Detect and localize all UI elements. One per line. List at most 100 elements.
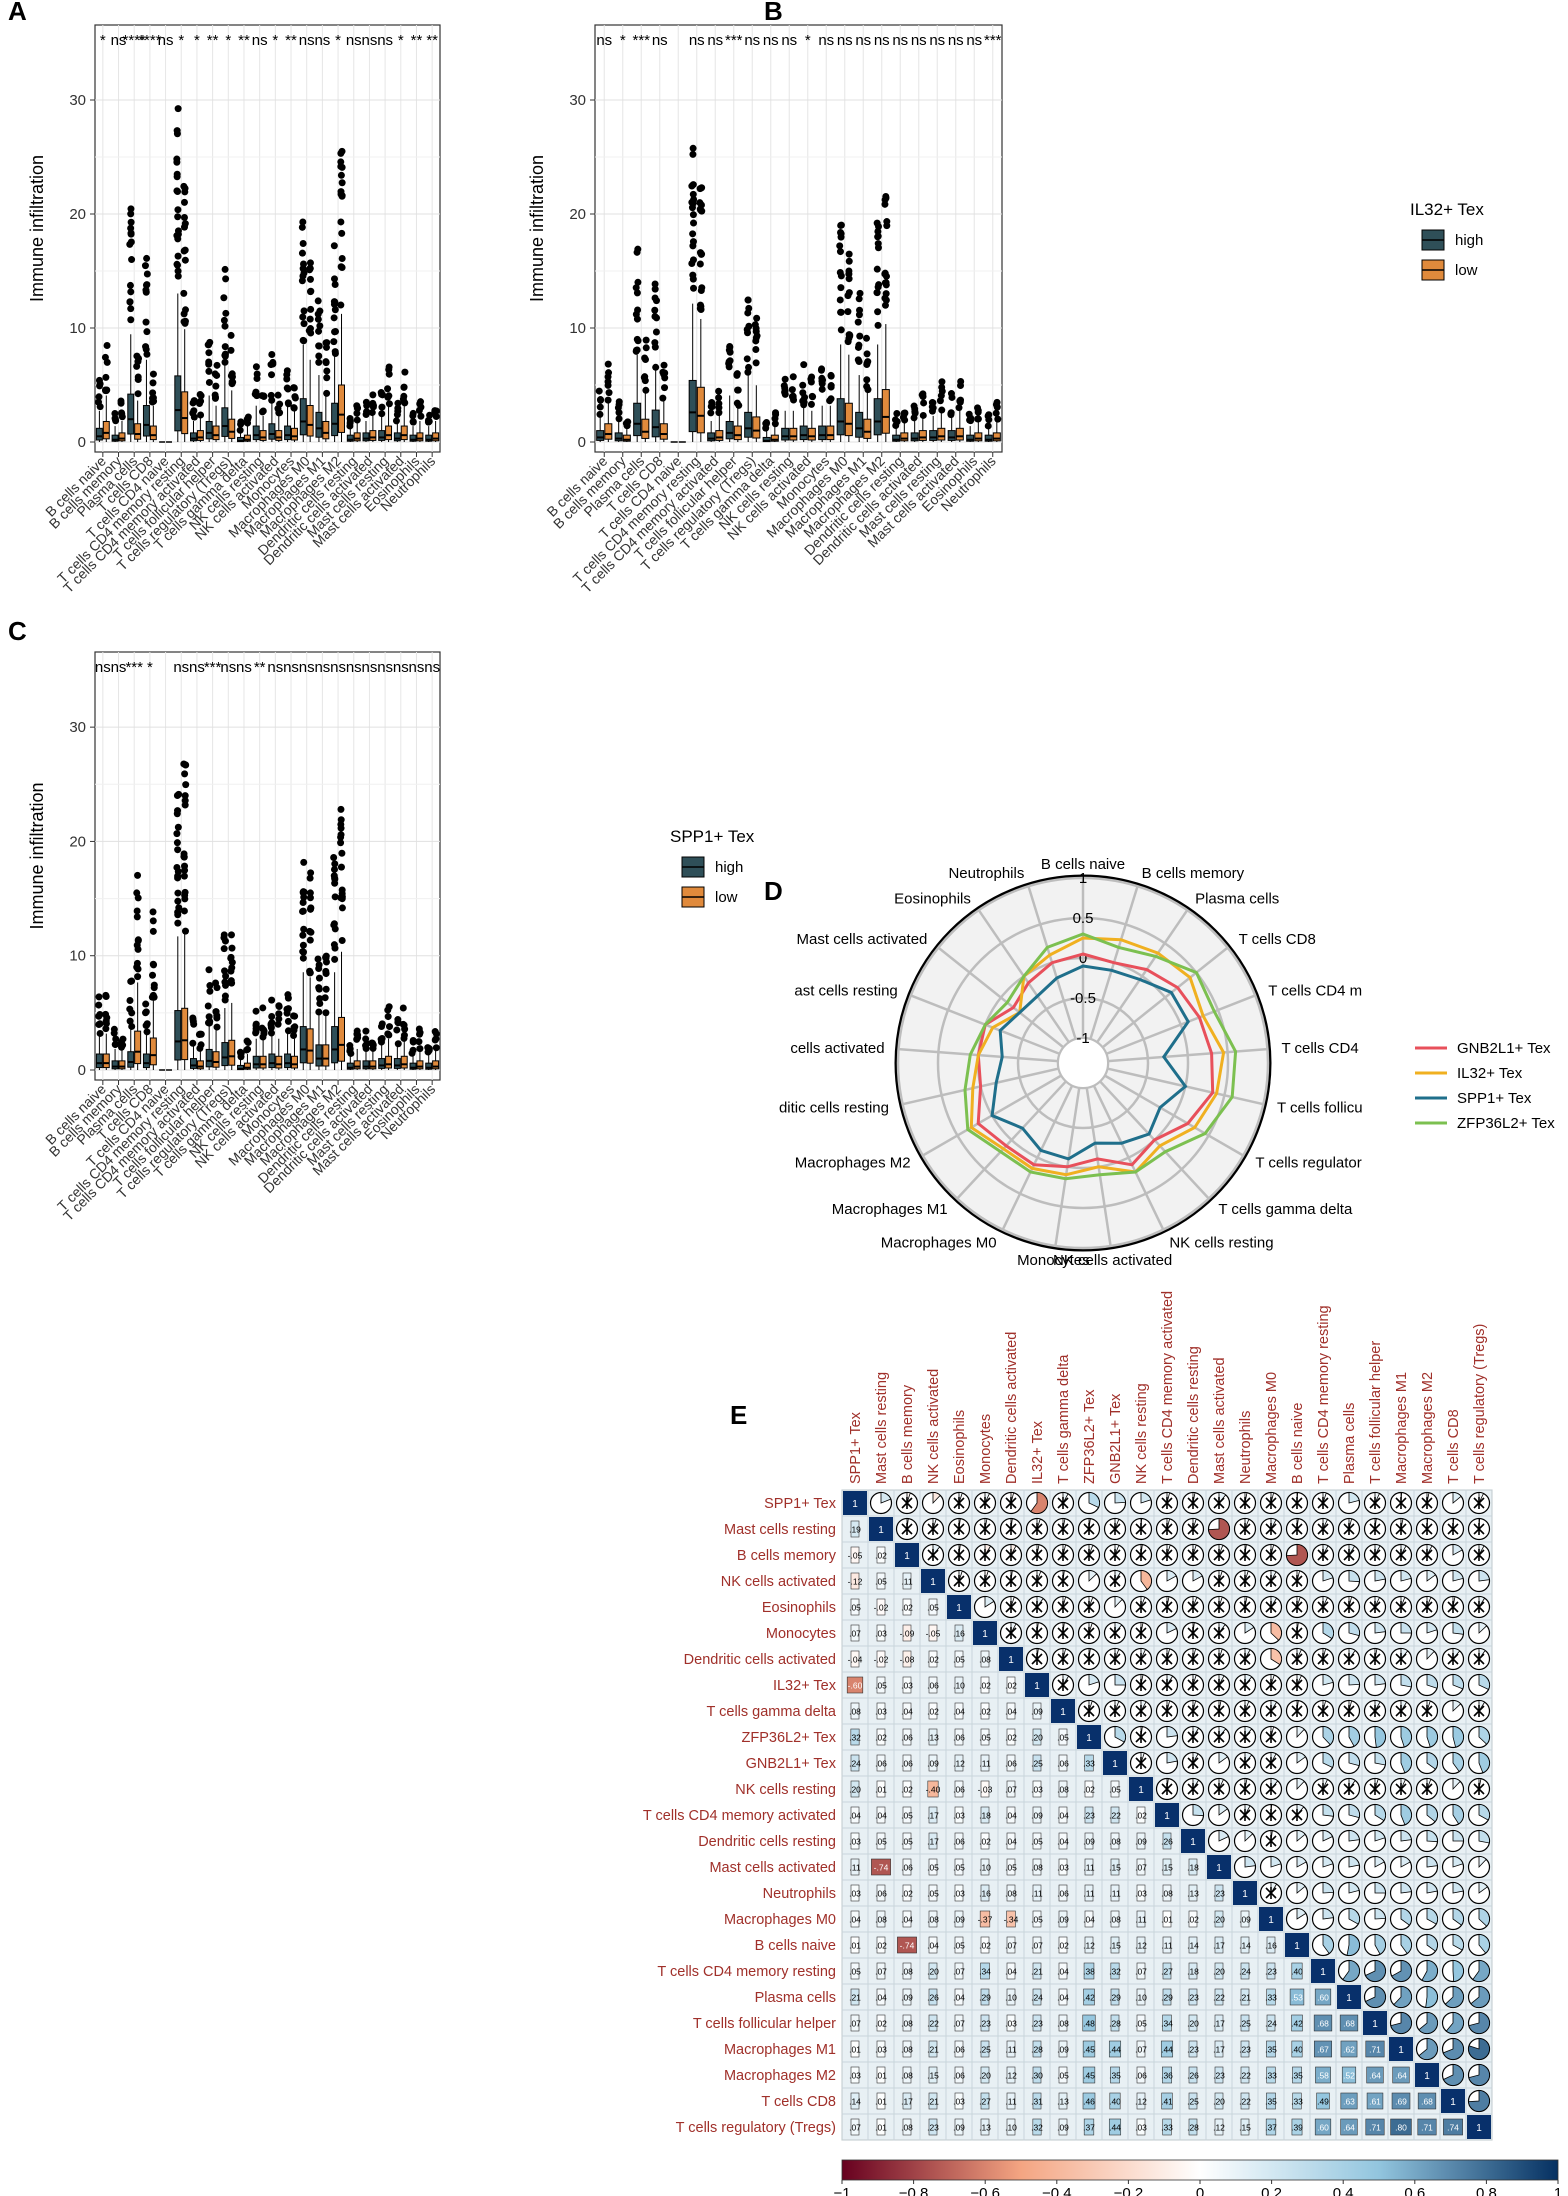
corr-value: .07 (849, 2123, 861, 2133)
box-high (331, 1026, 339, 1064)
outlier-low (993, 403, 1001, 411)
pie-slice (1322, 1882, 1334, 1894)
outlier-low (385, 392, 393, 400)
outlier-low (771, 420, 779, 428)
outlier-high (596, 410, 604, 418)
pie-slice (1270, 1648, 1282, 1666)
diagonal-cell (1337, 1985, 1361, 2009)
nonsig-mark (1083, 1601, 1095, 1613)
pie-slice (1166, 1570, 1177, 1582)
corr-value-cell (850, 1624, 860, 1642)
outlier-low (937, 392, 945, 400)
outlier-high (690, 219, 698, 227)
corr-value: .24 (1239, 1967, 1251, 1977)
nonsig-mark (1473, 1653, 1485, 1665)
corr-value: .35 (1109, 2071, 1121, 2081)
corr-value: .13 (1057, 2097, 1069, 2107)
corr-value: .40 (1291, 2045, 1303, 2055)
outlier-high (142, 1000, 150, 1008)
outlier-low (181, 246, 189, 254)
nonsig-mark (1161, 1523, 1173, 1535)
pie-slice (1192, 1804, 1204, 1817)
corr-value-cell (1006, 1962, 1016, 1980)
nonsig-mark (1187, 1523, 1199, 1535)
column-label: GNB2L1+ Tex (1108, 1393, 1124, 1484)
outlier-high (836, 268, 844, 276)
diagonal-value: 1 (1398, 2045, 1404, 2056)
corr-value-cell (928, 1650, 938, 1668)
nonsig-mark (1135, 1523, 1147, 1535)
corr-value: .45 (1083, 2045, 1095, 2055)
outlier-high (298, 249, 306, 257)
nonsig-mark (953, 1497, 965, 1509)
outlier-low (863, 361, 871, 369)
corr-value-cell (1032, 1806, 1042, 1824)
significance-label: ns (409, 659, 425, 676)
significance-label: ** (285, 32, 297, 49)
pie-slice (1088, 1570, 1098, 1582)
pie-slice (932, 1518, 937, 1530)
corr-value: .10 (953, 1681, 965, 1691)
corr-value: .34 (979, 1967, 991, 1977)
outlier-high (128, 1009, 136, 1017)
corr-value: .10 (1005, 2123, 1017, 2133)
column-label: Plasma cells (1342, 1403, 1358, 1484)
nonsig-mark (953, 1523, 965, 1535)
outlier-high (268, 996, 276, 1004)
radar-series-line (990, 964, 1190, 1161)
corr-value: .05 (1109, 1785, 1121, 1795)
pie-slice (1426, 1752, 1438, 1770)
box-high (362, 432, 370, 442)
corr-value: .01 (875, 2123, 887, 2133)
corr-value: .71 (1369, 2045, 1381, 2055)
outlier-high (173, 158, 181, 166)
box-high (205, 420, 213, 440)
column-label: ZFP36L2+ Tex (1082, 1389, 1098, 1484)
corr-value: .05 (953, 1941, 965, 1951)
corr-value: .25 (1239, 2019, 1251, 2029)
corr-value-cell (1340, 2092, 1358, 2110)
radar-tick-label: 0 (1079, 950, 1087, 967)
outlier-low (150, 984, 158, 992)
outlier-low (384, 1030, 392, 1038)
corr-value-cell (1291, 2014, 1303, 2032)
box-high (346, 1062, 354, 1070)
nonsig-mark (1343, 1549, 1355, 1561)
pie-slice (1374, 1726, 1386, 1748)
corr-value-cell (1339, 2014, 1359, 2032)
pie-slice (1114, 1726, 1126, 1743)
box-low (181, 1007, 189, 1061)
outlier-low (227, 931, 235, 939)
outlier-low (604, 381, 612, 389)
outlier-high (689, 230, 697, 238)
pie-slice (1426, 1544, 1433, 1556)
corr-value-cell (1058, 1806, 1068, 1824)
corr-value-cell (876, 1780, 886, 1798)
corr-value-cell (876, 2014, 886, 2032)
corr-value-cell (1188, 1910, 1198, 1928)
significance-label: ns (377, 32, 393, 49)
outlier-low (180, 907, 188, 915)
panel-letter: E (730, 1400, 747, 1430)
outlier-high (300, 307, 308, 315)
box-low (306, 1028, 314, 1064)
corr-value: .05 (953, 1655, 965, 1665)
pie-slice (1418, 2012, 1438, 2034)
corr-value-cell (1188, 2092, 1198, 2110)
significance-label: ** (238, 32, 250, 49)
corr-value: .03 (953, 1811, 965, 1821)
corr-value: .03 (1135, 1889, 1147, 1899)
pie-slice (1400, 1700, 1408, 1713)
pie-slice (1322, 1544, 1329, 1556)
outlier-high (362, 1035, 370, 1043)
column-label: Eosinophils (952, 1410, 968, 1484)
corr-value: .06 (1005, 1759, 1017, 1769)
diagonal-cell (1467, 2115, 1491, 2139)
diagonal-cell (1441, 2089, 1465, 2113)
pie-slice (1036, 1570, 1042, 1582)
pie-slice (1286, 1544, 1308, 1566)
outlier-high (142, 318, 150, 326)
corr-value: .20 (1031, 1733, 1043, 1743)
corr-value: .01 (849, 2045, 861, 2055)
